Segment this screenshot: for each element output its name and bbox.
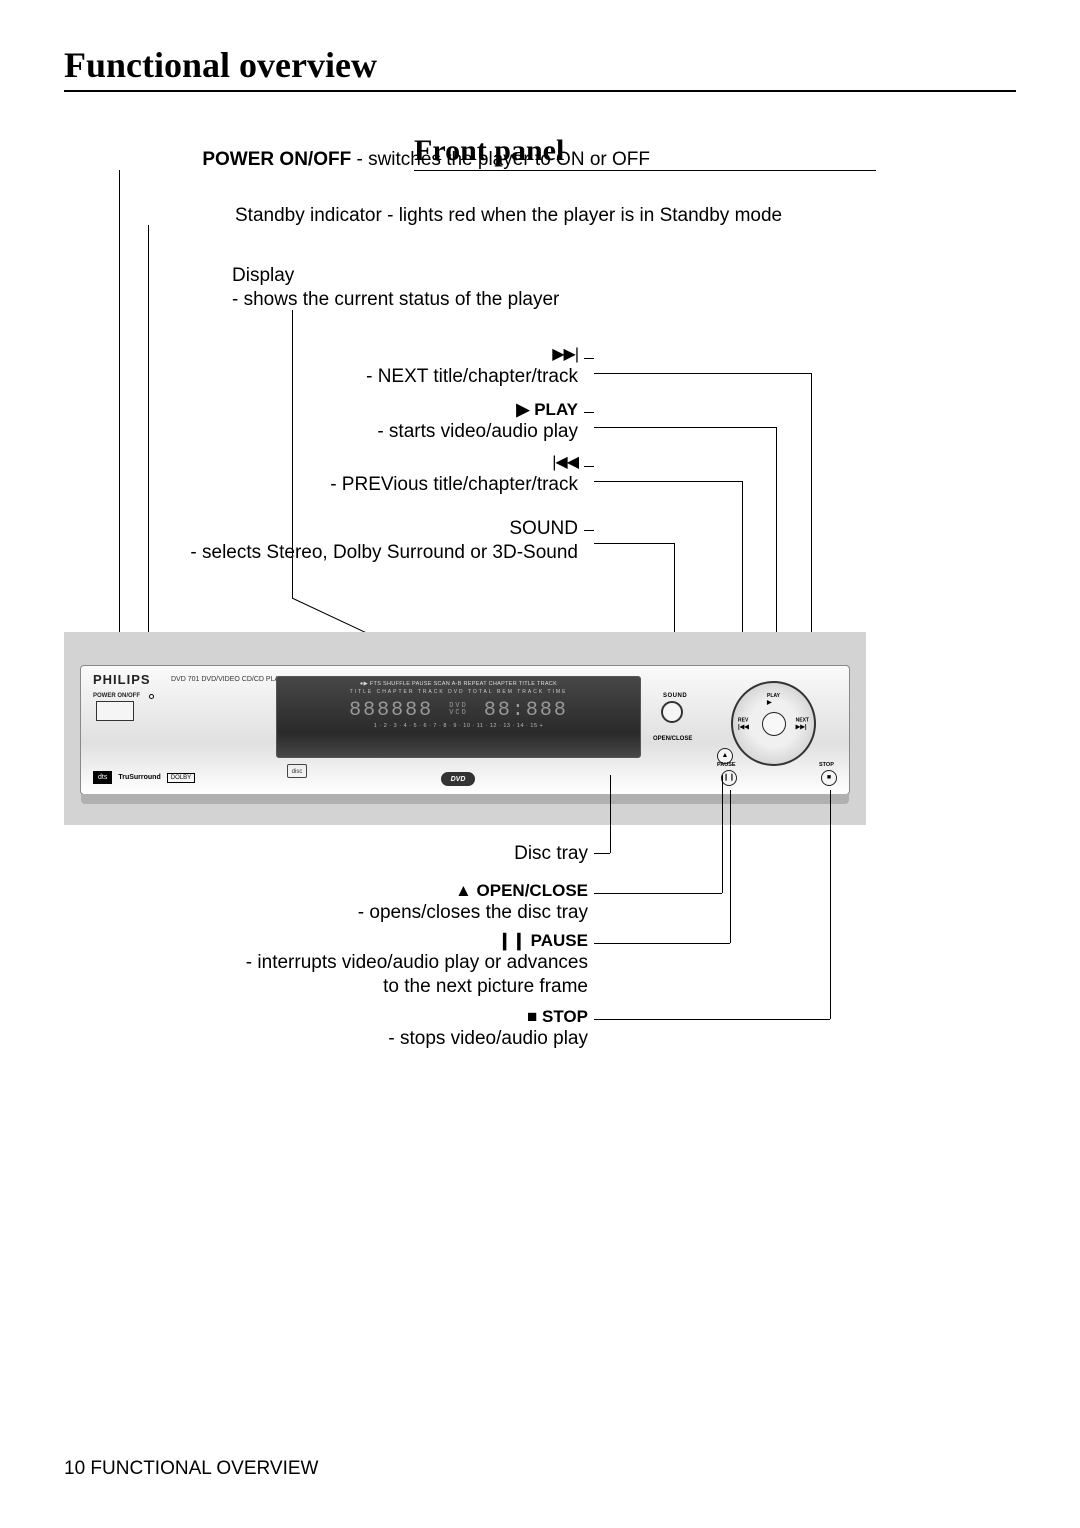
leader-line: [148, 225, 149, 693]
callout-next: ▶▶| - NEXT title/chapter/track: [0, 345, 578, 389]
leader-line: [292, 310, 293, 598]
callout-open-close: ▲ OPEN/CLOSE - opens/closes the disc tra…: [0, 880, 588, 925]
leader-line: [594, 481, 742, 482]
display-sub-indicators: TITLE CHAPTER TRACK DVD TOTAL REM TRACK …: [277, 689, 640, 695]
desc: - lights red when the player is in Stand…: [382, 205, 782, 226]
desc: - PREVious title/chapter/track: [0, 473, 578, 497]
desc: - NEXT title/chapter/track: [0, 365, 578, 389]
jog-dial[interactable]: PLAY▶ REV|◀◀ NEXT▶▶|: [731, 681, 816, 766]
leader-line: [594, 543, 674, 544]
leader-line: [604, 943, 730, 944]
leader-line: [604, 893, 722, 894]
jog-play-label: PLAY▶: [767, 693, 780, 706]
tick: [584, 358, 594, 359]
desc: - shows the current status of the player: [0, 288, 560, 312]
tick: [594, 853, 604, 854]
callout-stop: ■ STOP - stops video/audio play: [0, 1006, 588, 1051]
logo-row: dts TruSurround DOLBY: [93, 771, 195, 784]
page-heading: Functional overview: [64, 44, 1016, 92]
label: POWER ON/OFF: [202, 149, 351, 170]
segments-left: 888888: [349, 699, 433, 722]
callout-disc-tray: Disc tray: [0, 842, 588, 866]
stop-label: STOP: [819, 762, 834, 768]
leader-line: [594, 427, 776, 428]
dvd-logo: DVD: [441, 772, 475, 786]
tick: [594, 893, 604, 894]
leader-line: [730, 790, 731, 943]
label: Standby indicator: [235, 205, 382, 226]
brand-logo: PHILIPS: [93, 672, 151, 687]
model-label: DVD 701 DVD/VIDEO CD/CD PLAYER: [171, 676, 293, 683]
tick: [584, 530, 594, 531]
desc2: to the next picture frame: [0, 975, 588, 999]
desc: - opens/closes the disc tray: [0, 901, 588, 925]
leader-line: [119, 170, 120, 686]
callout-sound: SOUND - selects Stereo, Dolby Surround o…: [0, 517, 578, 565]
segment-display: 888888 DVDVCD 88:888: [277, 699, 640, 722]
callout-prev: |◀◀ - PREVious title/chapter/track: [0, 453, 578, 497]
leader-line: [830, 790, 831, 1019]
power-label: POWER ON/OFF: [93, 693, 140, 699]
prev-symbol: |◀◀: [0, 453, 578, 473]
tick: [594, 943, 604, 944]
leader-line: [594, 373, 811, 374]
page-footer: 10 FUNCTIONAL OVERVIEW: [64, 1458, 318, 1480]
sound-button[interactable]: [661, 701, 683, 723]
vcd-label: DVDVCD: [449, 703, 468, 717]
leader-line: [604, 1019, 830, 1020]
leader-line: [610, 775, 611, 853]
label: Display: [0, 264, 560, 288]
jog-next-label: NEXT▶▶|: [796, 717, 809, 730]
track-numbers: 1 · 2 · 3 · 4 · 5 · 6 · 7 · 8 · 9 · 10 ·…: [277, 723, 640, 729]
jog-center-button[interactable]: [762, 712, 786, 736]
pause-button[interactable]: ❙❙: [721, 770, 737, 786]
display-indicators: ●▶ FTS SHUFFLE PAUSE SCAN A-B REPEAT CHA…: [277, 681, 640, 687]
desc: - starts video/audio play: [0, 420, 578, 444]
leader-line: [722, 775, 723, 893]
desc: - stops video/audio play: [0, 1027, 588, 1051]
standby-indicator: [149, 694, 154, 699]
disc-tray-display: ●▶ FTS SHUFFLE PAUSE SCAN A-B REPEAT CHA…: [276, 676, 641, 758]
leader-line: [604, 853, 610, 854]
device-diagram: PHILIPS DVD 701 DVD/VIDEO CD/CD PLAYER P…: [80, 665, 850, 795]
callout-pause: ❙❙ PAUSE - interrupts video/audio play o…: [0, 930, 588, 999]
desc: - selects Stereo, Dolby Surround or 3D-S…: [0, 541, 578, 565]
tick: [584, 412, 594, 413]
tick: [584, 466, 594, 467]
open-symbol: ▲ OPEN/CLOSE: [0, 880, 588, 901]
dts-logo: dts: [93, 771, 112, 784]
callout-standby: Standby indicator - lights red when the …: [0, 204, 700, 228]
trusurround-logo: TruSurround: [118, 774, 160, 781]
callout-play: ▶ PLAY - starts video/audio play: [0, 399, 578, 444]
openclose-label: OPEN/CLOSE: [653, 736, 692, 742]
pause-label: PAUSE: [717, 762, 736, 768]
pause-symbol: ❙❙ PAUSE: [0, 930, 588, 951]
label: Disc tray: [0, 842, 588, 866]
stop-button[interactable]: ■: [821, 770, 837, 786]
desc1: - interrupts video/audio play or advance…: [0, 951, 588, 975]
play-symbol: ▶ PLAY: [0, 399, 578, 420]
stop-symbol: ■ STOP: [0, 1006, 588, 1027]
jog-rev-label: REV|◀◀: [738, 717, 749, 730]
tick: [594, 1019, 604, 1020]
dolby-logo: DOLBY: [167, 773, 195, 783]
footer-text: FUNCTIONAL OVERVIEW: [90, 1458, 318, 1479]
label: SOUND: [0, 517, 578, 541]
power-button[interactable]: [96, 701, 134, 721]
callout-display: Display - shows the current status of th…: [0, 264, 560, 312]
sound-label: SOUND: [663, 693, 687, 699]
next-symbol: ▶▶|: [0, 345, 578, 365]
desc: - switches the player to ON or OFF: [351, 149, 650, 170]
page-number: 10: [64, 1458, 85, 1479]
cd-logo: disc: [287, 764, 307, 778]
segments-right: 88:888: [484, 699, 568, 722]
callout-power: POWER ON/OFF - switches the player to ON…: [0, 148, 650, 172]
